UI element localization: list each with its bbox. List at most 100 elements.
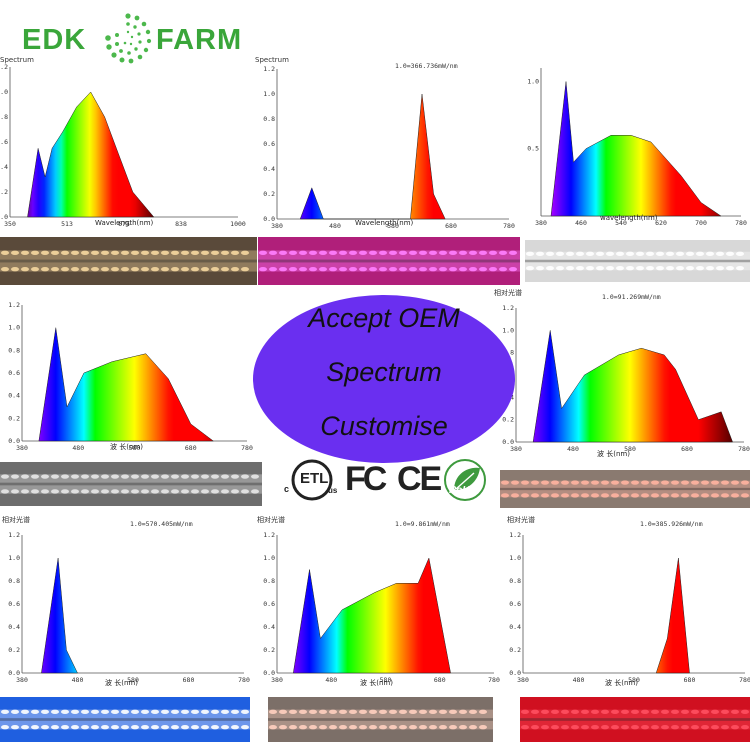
chart-title: 相对光谱 <box>507 515 535 524</box>
led-chip <box>121 489 129 494</box>
led-chip <box>131 709 139 715</box>
x-tick-label: 480 <box>567 445 579 453</box>
led-chip <box>521 480 529 485</box>
led-chip <box>571 480 579 485</box>
chart-subtitle: 1.0=9.861mW/nm <box>395 520 450 528</box>
led-chip <box>449 709 457 715</box>
led-chip <box>439 709 447 715</box>
led-chip <box>521 493 529 498</box>
led-chip <box>339 724 347 730</box>
led-chip <box>41 250 49 256</box>
led-chip <box>201 250 209 256</box>
led-strip-photo-8 <box>520 697 750 742</box>
led-chip <box>71 266 79 272</box>
led-chip <box>81 474 89 479</box>
led-chip <box>101 709 109 715</box>
chart-subtitle: 1.0=91.269mW/nm <box>602 293 661 301</box>
x-axis-label: 波 长(nm) <box>597 449 630 458</box>
x-tick-label: 480 <box>573 676 585 684</box>
rohs-logo-text: RoHS <box>449 485 477 496</box>
led-chip <box>141 709 149 715</box>
led-chip <box>1 489 9 494</box>
led-chip <box>11 474 19 479</box>
led-chip <box>241 709 249 715</box>
led-chip <box>221 489 229 494</box>
x-tick-label: 480 <box>325 676 337 684</box>
led-chip <box>641 724 649 730</box>
rohs-leaf-icon <box>444 459 486 501</box>
chart-title: 相对光谱 <box>257 515 285 524</box>
y-tick-label: 0.0 <box>8 437 20 445</box>
led-chip <box>231 709 239 715</box>
y-tick-label: 1.0 <box>263 90 275 98</box>
led-chip <box>289 724 297 730</box>
led-chip <box>721 493 729 498</box>
chart-subtitle: 1.0=385.926mW/nm <box>640 520 703 528</box>
x-axis-label: 波 长(nm) <box>105 678 138 687</box>
oem-banner-oval: Accept OEM Spectrum Customise <box>253 295 515 463</box>
rohs-cert-logo: RoHS <box>440 458 490 504</box>
led-chip <box>31 709 39 715</box>
y-tick-label: 0.4 <box>263 623 275 631</box>
spectrum-chart-2: 380 480 580 680 780 0.0 0.2 0.4 0.6 0.8 1.0 1.2 Wave… <box>255 55 517 235</box>
x-tick-label: 380 <box>535 219 547 227</box>
y-tick-label: 1.0 <box>8 554 20 562</box>
led-chip <box>566 265 574 271</box>
chart-title: 相对光谱 <box>494 288 522 297</box>
x-tick-label: 580 <box>380 676 392 684</box>
etl-cert-logo: ETL c us <box>282 458 342 504</box>
white-strip <box>525 240 750 282</box>
led-chip <box>616 251 624 257</box>
led-chip <box>546 265 554 271</box>
led-chip <box>721 724 729 730</box>
led-chip <box>696 265 704 271</box>
led-chip <box>681 480 689 485</box>
chart-title: Spectrum <box>0 56 34 64</box>
led-chip <box>251 489 259 494</box>
led-chip <box>289 250 297 256</box>
led-chip <box>536 265 544 271</box>
led-chip <box>479 709 487 715</box>
y-tick-label: 1.0 <box>8 324 20 332</box>
led-chip <box>521 709 529 715</box>
y-tick-label: 0.0 <box>509 669 521 677</box>
led-chip <box>736 251 744 257</box>
x-tick-label: 780 <box>738 445 750 453</box>
y-tick-label: 1.2 <box>8 531 20 539</box>
led-chip <box>191 266 199 272</box>
led-chip <box>419 709 427 715</box>
led-chip <box>269 250 277 256</box>
led-chip <box>681 724 689 730</box>
led-chip <box>329 250 337 256</box>
led-chip <box>61 474 69 479</box>
led-chip <box>31 474 39 479</box>
led-chip <box>141 724 149 730</box>
led-chip <box>211 709 219 715</box>
led-chip <box>686 251 694 257</box>
led-chip <box>551 724 559 730</box>
led-chip <box>349 250 357 256</box>
led-chip <box>389 724 397 730</box>
y-tick-label: 1.2 <box>8 301 20 309</box>
y-tick-label: 0.8 <box>263 577 275 585</box>
led-chip <box>11 709 19 715</box>
led-chip <box>651 480 659 485</box>
chart-title: 相对光谱 <box>2 515 30 524</box>
x-tick-label: 1000 <box>230 220 246 228</box>
etl-c-mark: c <box>284 484 290 494</box>
y-tick-label: 0.8 <box>263 115 275 123</box>
led-chip <box>191 709 199 715</box>
led-chip <box>726 265 734 271</box>
led-chip <box>359 250 367 256</box>
led-chip <box>141 474 149 479</box>
led-chip <box>591 480 599 485</box>
led-chip <box>221 709 229 715</box>
spectrum-area <box>550 81 722 217</box>
led-chip <box>81 266 89 272</box>
led-chip <box>161 250 169 256</box>
fcc-logo-text: FC <box>345 460 387 498</box>
led-chip <box>71 724 79 730</box>
led-chip <box>691 709 699 715</box>
led-chip <box>419 724 427 730</box>
logo-dot-ring-icon <box>105 13 152 64</box>
